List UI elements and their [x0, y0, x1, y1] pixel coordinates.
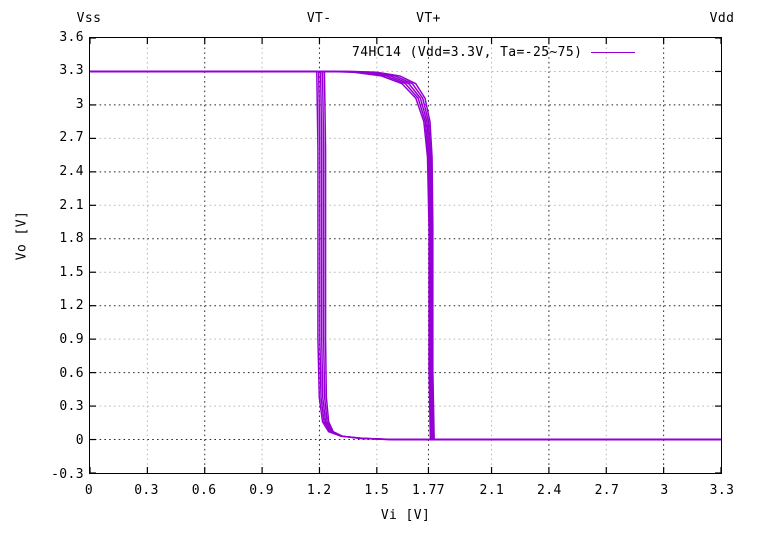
top-annotation-row: Vss VT- VT+ Vdd	[77, 11, 734, 28]
top-annotation-vt: VT+	[416, 11, 441, 26]
y-tick-label: 0.6	[59, 365, 84, 381]
y-tick-label: 0	[75, 432, 84, 448]
x-tick-label: 3	[660, 483, 669, 498]
y-tick-label: -0.3	[51, 466, 84, 482]
legend-color-swatch	[591, 52, 636, 53]
x-tick-label: 2.7	[594, 483, 620, 498]
y-tick-label: 0.3	[59, 399, 84, 415]
y-tick-label: 2.4	[59, 163, 84, 179]
y-tick-label: 2.7	[59, 130, 84, 146]
x-tick-label: 1.5	[364, 483, 390, 498]
y-axis-title: Vo [V]	[14, 210, 30, 261]
y-tick-label: 1.5	[59, 264, 84, 280]
y-tick-label: 3.3	[59, 63, 84, 79]
legend-label: 74HC14 (Vdd=3.3V, Ta=-25~75)	[352, 45, 583, 60]
x-axis-tick-labels: 0 0.3 0.6 0.9 1.2 1.5 1.77 2.1 2.4 2.7 3 3.3	[85, 483, 734, 502]
y-axis-tick-labels: -0.3 0 0.3 0.6 0.9 1.2 1.5 1.8 2.1 2.4 2.7 3 3.3 3.6	[22, 31, 84, 481]
x-tick-label: 1.77	[412, 483, 445, 498]
top-annotation-vss: Vss	[76, 11, 102, 26]
y-tick-label: 3	[75, 96, 84, 112]
x-tick-label: 0.9	[249, 483, 274, 498]
y-tick-label: 0.9	[59, 332, 84, 348]
x-tick-label: 1.2	[306, 483, 332, 498]
x-tick-label: 2.4	[537, 483, 562, 498]
y-tick-label: 3.6	[59, 29, 84, 45]
x-tick-label: 2.1	[479, 483, 505, 498]
y-tick-label: 2.1	[59, 197, 84, 213]
top-annotation-vdd: Vdd	[709, 11, 735, 26]
x-axis-title: Vi [V]	[380, 508, 431, 523]
y-tick-label: 1.8	[59, 231, 84, 247]
plot-area	[89, 37, 722, 474]
top-annotation-vt: VT-	[306, 11, 332, 26]
data-curves	[90, 70, 721, 441]
x-tick-label: 0.6	[191, 483, 217, 498]
x-tick-label: 0.3	[134, 483, 159, 498]
y-tick-label: 1.2	[59, 298, 84, 314]
x-tick-label: 0	[84, 483, 94, 498]
x-tick-label: 3.3	[709, 483, 735, 498]
legend: 74HC14 (Vdd=3.3V, Ta=-25~75)	[352, 45, 636, 60]
